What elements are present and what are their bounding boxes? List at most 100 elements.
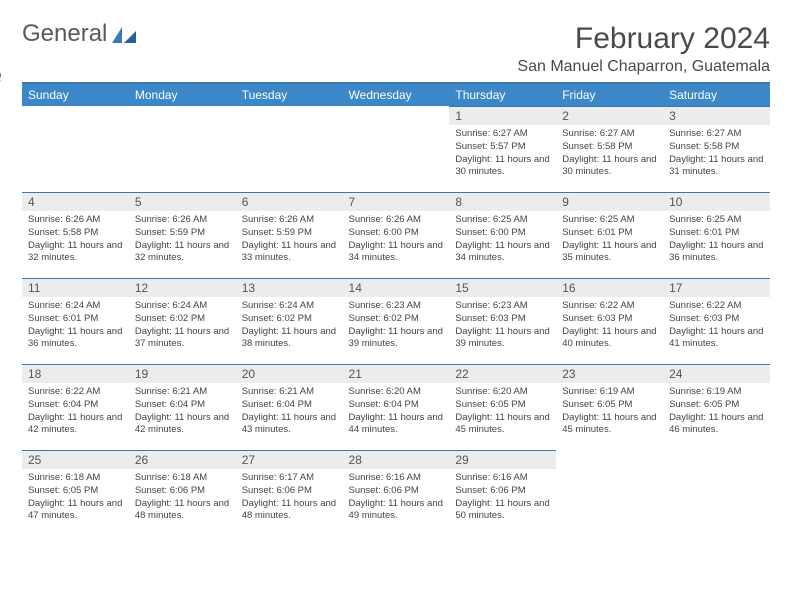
day-number: 1	[449, 106, 556, 125]
calendar-day-cell: 3Sunrise: 6:27 AMSunset: 5:58 PMDaylight…	[663, 106, 770, 192]
day-number: 11	[22, 278, 129, 297]
day-details: Sunrise: 6:16 AMSunset: 6:06 PMDaylight:…	[449, 469, 556, 527]
day-details: Sunrise: 6:27 AMSunset: 5:57 PMDaylight:…	[449, 125, 556, 183]
day-number: 17	[663, 278, 770, 297]
calendar-day-cell: 20Sunrise: 6:21 AMSunset: 6:04 PMDayligh…	[236, 364, 343, 450]
calendar-week-row: 25Sunrise: 6:18 AMSunset: 6:05 PMDayligh…	[22, 450, 770, 536]
calendar-day-cell: 7Sunrise: 6:26 AMSunset: 6:00 PMDaylight…	[343, 192, 450, 278]
calendar-day-cell: ..	[556, 450, 663, 536]
calendar-day-cell: 15Sunrise: 6:23 AMSunset: 6:03 PMDayligh…	[449, 278, 556, 364]
calendar-table: SundayMondayTuesdayWednesdayThursdayFrid…	[22, 84, 770, 536]
day-number: 6	[236, 192, 343, 211]
day-number: 15	[449, 278, 556, 297]
day-details: Sunrise: 6:19 AMSunset: 6:05 PMDaylight:…	[663, 383, 770, 441]
day-details: Sunrise: 6:16 AMSunset: 6:06 PMDaylight:…	[343, 469, 450, 527]
day-number: 23	[556, 364, 663, 383]
calendar-day-cell: 27Sunrise: 6:17 AMSunset: 6:06 PMDayligh…	[236, 450, 343, 536]
calendar-day-cell: 6Sunrise: 6:26 AMSunset: 5:59 PMDaylight…	[236, 192, 343, 278]
calendar-week-row: 4Sunrise: 6:26 AMSunset: 5:58 PMDaylight…	[22, 192, 770, 278]
calendar-day-cell: 26Sunrise: 6:18 AMSunset: 6:06 PMDayligh…	[129, 450, 236, 536]
calendar-day-cell: ..	[663, 450, 770, 536]
weekday-header: Friday	[556, 84, 663, 106]
weekday-header: Thursday	[449, 84, 556, 106]
day-details: Sunrise: 6:20 AMSunset: 6:04 PMDaylight:…	[343, 383, 450, 441]
calendar-day-cell: ..	[236, 106, 343, 192]
calendar-day-cell: 19Sunrise: 6:21 AMSunset: 6:04 PMDayligh…	[129, 364, 236, 450]
day-number: 12	[129, 278, 236, 297]
day-details: Sunrise: 6:18 AMSunset: 6:05 PMDaylight:…	[22, 469, 129, 527]
location: San Manuel Chaparron, Guatemala	[517, 58, 770, 76]
day-number: 27	[236, 450, 343, 469]
day-details: Sunrise: 6:17 AMSunset: 6:06 PMDaylight:…	[236, 469, 343, 527]
day-number: 19	[129, 364, 236, 383]
day-details: Sunrise: 6:25 AMSunset: 6:00 PMDaylight:…	[449, 211, 556, 269]
day-details: Sunrise: 6:26 AMSunset: 5:59 PMDaylight:…	[129, 211, 236, 269]
day-number: 16	[556, 278, 663, 297]
calendar-day-cell: 25Sunrise: 6:18 AMSunset: 6:05 PMDayligh…	[22, 450, 129, 536]
calendar-day-cell: 17Sunrise: 6:22 AMSunset: 6:03 PMDayligh…	[663, 278, 770, 364]
day-number: 5	[129, 192, 236, 211]
day-number: 2	[556, 106, 663, 125]
calendar-week-row: 11Sunrise: 6:24 AMSunset: 6:01 PMDayligh…	[22, 278, 770, 364]
day-details: Sunrise: 6:25 AMSunset: 6:01 PMDaylight:…	[663, 211, 770, 269]
day-number: 28	[343, 450, 450, 469]
day-details: Sunrise: 6:21 AMSunset: 6:04 PMDaylight:…	[129, 383, 236, 441]
calendar-day-cell: 11Sunrise: 6:24 AMSunset: 6:01 PMDayligh…	[22, 278, 129, 364]
calendar-day-cell: 23Sunrise: 6:19 AMSunset: 6:05 PMDayligh…	[556, 364, 663, 450]
calendar-day-cell: ..	[22, 106, 129, 192]
calendar-day-cell: 10Sunrise: 6:25 AMSunset: 6:01 PMDayligh…	[663, 192, 770, 278]
logo-text-blue: Blue	[0, 62, 2, 89]
month-title: February 2024	[517, 22, 770, 56]
day-details: Sunrise: 6:22 AMSunset: 6:03 PMDaylight:…	[556, 297, 663, 355]
calendar-day-cell: 29Sunrise: 6:16 AMSunset: 6:06 PMDayligh…	[449, 450, 556, 536]
weekday-header: Wednesday	[343, 84, 450, 106]
logo-text-gray: General	[22, 20, 107, 47]
day-number: 8	[449, 192, 556, 211]
day-number: 26	[129, 450, 236, 469]
calendar-day-cell: 4Sunrise: 6:26 AMSunset: 5:58 PMDaylight…	[22, 192, 129, 278]
calendar-day-cell: 8Sunrise: 6:25 AMSunset: 6:00 PMDaylight…	[449, 192, 556, 278]
day-details: Sunrise: 6:23 AMSunset: 6:02 PMDaylight:…	[343, 297, 450, 355]
calendar-day-cell: 16Sunrise: 6:22 AMSunset: 6:03 PMDayligh…	[556, 278, 663, 364]
header: General Blue February 2024 San Manuel Ch…	[22, 22, 770, 76]
day-details: Sunrise: 6:27 AMSunset: 5:58 PMDaylight:…	[663, 125, 770, 183]
weekday-header: Tuesday	[236, 84, 343, 106]
title-block: February 2024 San Manuel Chaparron, Guat…	[517, 22, 770, 76]
day-number: 22	[449, 364, 556, 383]
day-number: 21	[343, 364, 450, 383]
day-details: Sunrise: 6:24 AMSunset: 6:01 PMDaylight:…	[22, 297, 129, 355]
day-number: 9	[556, 192, 663, 211]
day-number: 20	[236, 364, 343, 383]
calendar-day-cell: 28Sunrise: 6:16 AMSunset: 6:06 PMDayligh…	[343, 450, 450, 536]
calendar-body: ........1Sunrise: 6:27 AMSunset: 5:57 PM…	[22, 106, 770, 536]
day-details: Sunrise: 6:24 AMSunset: 6:02 PMDaylight:…	[129, 297, 236, 355]
day-details: Sunrise: 6:26 AMSunset: 5:59 PMDaylight:…	[236, 211, 343, 269]
day-details: Sunrise: 6:22 AMSunset: 6:03 PMDaylight:…	[663, 297, 770, 355]
calendar-day-cell: 9Sunrise: 6:25 AMSunset: 6:01 PMDaylight…	[556, 192, 663, 278]
calendar-day-cell: 14Sunrise: 6:23 AMSunset: 6:02 PMDayligh…	[343, 278, 450, 364]
day-details: Sunrise: 6:26 AMSunset: 5:58 PMDaylight:…	[22, 211, 129, 269]
weekday-header: Monday	[129, 84, 236, 106]
calendar-day-cell: 22Sunrise: 6:20 AMSunset: 6:05 PMDayligh…	[449, 364, 556, 450]
day-details: Sunrise: 6:27 AMSunset: 5:58 PMDaylight:…	[556, 125, 663, 183]
calendar-day-cell: 13Sunrise: 6:24 AMSunset: 6:02 PMDayligh…	[236, 278, 343, 364]
day-number: 25	[22, 450, 129, 469]
calendar-day-cell: ..	[129, 106, 236, 192]
calendar-day-cell: 18Sunrise: 6:22 AMSunset: 6:04 PMDayligh…	[22, 364, 129, 450]
weekday-header-row: SundayMondayTuesdayWednesdayThursdayFrid…	[22, 84, 770, 106]
day-details: Sunrise: 6:22 AMSunset: 6:04 PMDaylight:…	[22, 383, 129, 441]
calendar-day-cell: 5Sunrise: 6:26 AMSunset: 5:59 PMDaylight…	[129, 192, 236, 278]
day-details: Sunrise: 6:18 AMSunset: 6:06 PMDaylight:…	[129, 469, 236, 527]
weekday-header: Saturday	[663, 84, 770, 106]
day-details: Sunrise: 6:25 AMSunset: 6:01 PMDaylight:…	[556, 211, 663, 269]
day-number: 13	[236, 278, 343, 297]
calendar-week-row: 18Sunrise: 6:22 AMSunset: 6:04 PMDayligh…	[22, 364, 770, 450]
day-details: Sunrise: 6:19 AMSunset: 6:05 PMDaylight:…	[556, 383, 663, 441]
calendar-day-cell: 1Sunrise: 6:27 AMSunset: 5:57 PMDaylight…	[449, 106, 556, 192]
calendar-week-row: ........1Sunrise: 6:27 AMSunset: 5:57 PM…	[22, 106, 770, 192]
logo: General Blue	[22, 22, 136, 70]
calendar-day-cell: ..	[343, 106, 450, 192]
calendar-day-cell: 24Sunrise: 6:19 AMSunset: 6:05 PMDayligh…	[663, 364, 770, 450]
day-details: Sunrise: 6:23 AMSunset: 6:03 PMDaylight:…	[449, 297, 556, 355]
day-details: Sunrise: 6:26 AMSunset: 6:00 PMDaylight:…	[343, 211, 450, 269]
